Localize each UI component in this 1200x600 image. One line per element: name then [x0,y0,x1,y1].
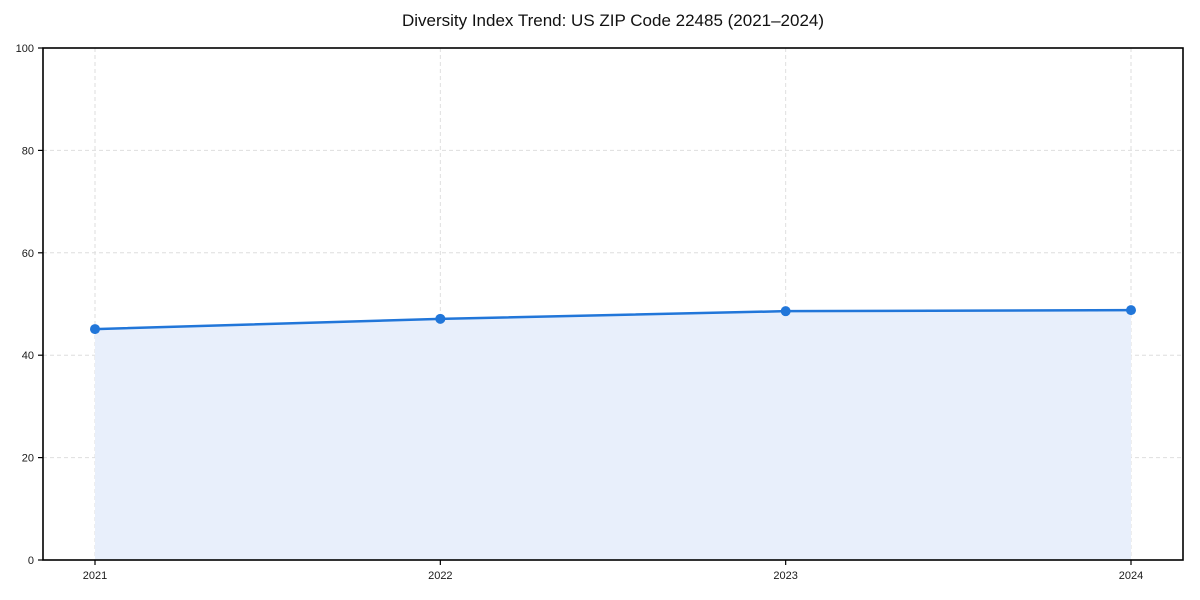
y-tick-label: 40 [22,350,34,362]
x-tick-label: 2024 [1119,570,1143,582]
x-tick-label: 2021 [83,570,107,582]
data-point-2021 [90,324,100,335]
x-tick-label: 2023 [773,570,797,582]
trend-line [93,308,1133,331]
data-point-2022 [435,313,446,324]
y-tick-label: 20 [22,453,34,465]
y-tick-label: 100 [16,43,34,55]
data-point-2024 [1126,305,1136,316]
x-tick-label: 2022 [428,570,452,582]
chart-title: Diversity Index Trend: US ZIP Code 22485… [401,11,825,30]
y-tick-label: 60 [22,248,34,260]
y-tick-label: 80 [22,145,34,157]
data-point-2023 [780,306,791,317]
trend-area [95,310,1131,560]
plot-box [42,47,1184,561]
y-tick-label: 0 [28,555,34,567]
